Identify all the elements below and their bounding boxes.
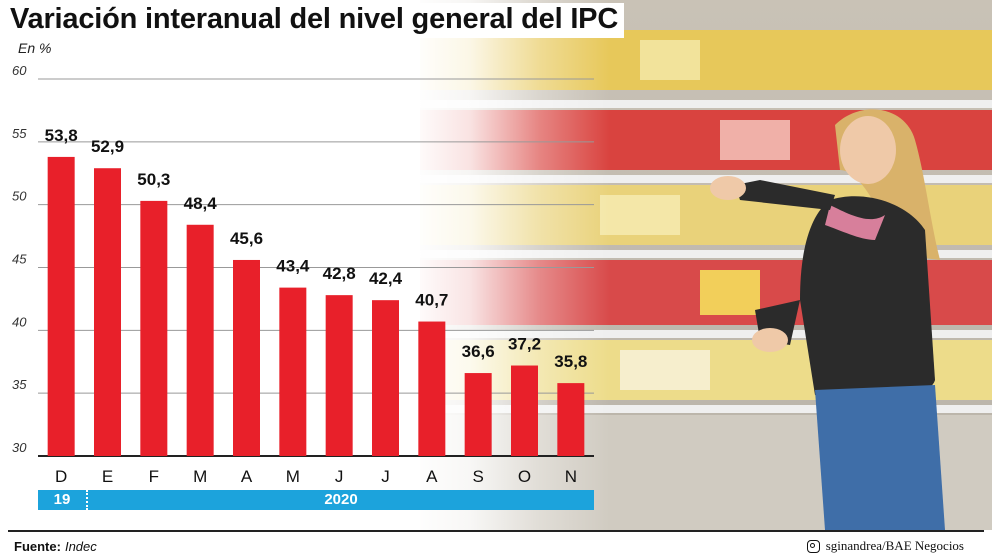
x-tick-label: F: [149, 467, 159, 486]
bar-value-label: 35,8: [554, 352, 587, 371]
x-tick-label: M: [193, 467, 207, 486]
x-tick-label: E: [102, 467, 113, 486]
y-tick-label: 55: [12, 126, 27, 141]
grid-lines: [38, 78, 594, 457]
bar-value-label: 42,8: [323, 264, 356, 283]
bar: [325, 295, 353, 456]
bar-value-label: 48,4: [184, 194, 218, 213]
bar-value-label: 37,2: [508, 335, 541, 354]
bar: [279, 287, 307, 456]
y-tick-label: 45: [12, 252, 27, 267]
chart-title: Variación interanual del nivel general d…: [10, 3, 625, 38]
y-tick-label: 60: [12, 63, 27, 78]
x-tick-label: M: [286, 467, 300, 486]
source-label: Fuente:: [14, 539, 61, 554]
bar-value-label: 50,3: [137, 170, 170, 189]
bar: [94, 168, 121, 456]
x-tick-label: J: [381, 467, 390, 486]
x-tick-label: O: [518, 467, 531, 486]
year-separator: [86, 490, 88, 510]
x-tick-label: A: [241, 467, 253, 486]
bar: [186, 224, 214, 456]
instagram-icon: [806, 539, 820, 553]
bar-value-label: 40,7: [415, 291, 448, 310]
x-tick-label: S: [472, 467, 483, 486]
bar-value-label: 36,6: [462, 342, 495, 361]
y-tick-label: 50: [12, 189, 27, 204]
y-tick-label: 40: [12, 314, 27, 329]
year-band: [38, 490, 594, 510]
source: Fuente: Indec: [14, 539, 97, 554]
credit: sginandrea/BAE Negocios: [806, 538, 964, 554]
y-tick-label: 35: [12, 377, 27, 392]
bar: [140, 200, 168, 456]
bar-value-label: 52,9: [91, 137, 124, 156]
bar: [511, 365, 538, 456]
bar: [464, 373, 492, 456]
bar: [418, 321, 446, 456]
x-tick-label: D: [55, 467, 67, 486]
value-labels: 53,8 52,9 50,3 48,4 45,6 43,4 42,8 42,4 40,7 36,6…: [45, 126, 588, 371]
bar-value-label: 43,4: [276, 257, 310, 276]
x-tick-label: A: [426, 467, 438, 486]
credit-text: sginandrea/BAE Negocios: [825, 538, 964, 553]
x-tick-label: J: [335, 467, 344, 486]
footer-rule: [8, 530, 984, 532]
bar-value-label: 42,4: [369, 269, 403, 288]
year-label-2019: 19: [53, 491, 71, 508]
bar-value-label: 45,6: [230, 229, 263, 248]
y-axis-ticks: 30 35 40 45 50 55 60: [12, 63, 27, 455]
bar: [47, 156, 75, 456]
bar: [557, 383, 585, 456]
unit-label: En %: [18, 40, 52, 56]
bars: [47, 156, 585, 456]
x-tick-label: N: [565, 467, 577, 486]
source-value: Indec: [64, 539, 97, 554]
year-label-2020: 2020: [324, 491, 358, 508]
bar: [233, 259, 260, 456]
bar: [372, 300, 399, 456]
y-tick-label: 30: [12, 440, 27, 455]
bar-value-label: 53,8: [45, 126, 78, 145]
